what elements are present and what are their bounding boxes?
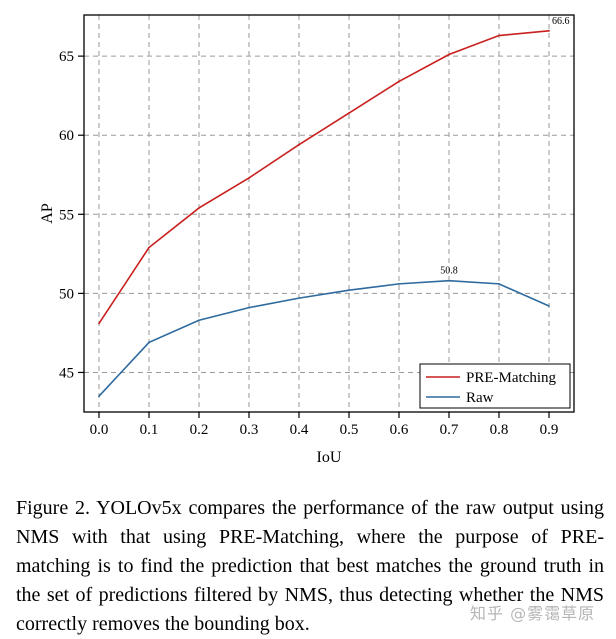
y-tick-label: 65 [59, 49, 74, 65]
plot-frame [83, 14, 575, 413]
x-tick-label: 0.6 [390, 422, 409, 438]
data-point [98, 322, 100, 325]
data-label: 50.8 [440, 266, 458, 277]
legend-entry: PRE-Matching [466, 370, 556, 386]
line-chart: 0.0 0.1 0.2 0.3 0.4 0.5 0.6 0.7 0.8 0.9 45 50 55 60 65… [39, 14, 575, 466]
data-point [398, 80, 400, 83]
x-tick-label: 0.9 [540, 422, 559, 438]
x-tick-label: 0.5 [340, 422, 359, 438]
data-point [148, 246, 150, 249]
data-point [348, 112, 350, 114]
data-label: 66.6 [552, 16, 570, 27]
series-line-pre-matching [98, 30, 550, 324]
x-axis-title: IoU [317, 449, 342, 466]
figure-caption: Figure 2. YOLOv5x compares the performanc… [16, 494, 604, 639]
data-point [298, 143, 300, 146]
x-tick-label: 0.3 [240, 422, 259, 438]
x-tick-label: 0.2 [190, 422, 209, 438]
data-point [498, 282, 500, 285]
series-line-raw [98, 279, 550, 397]
x-tick-label: 0.8 [490, 422, 509, 438]
data-point [398, 282, 400, 285]
data-point [548, 29, 550, 32]
data-point [548, 305, 550, 307]
x-tick-label: 0.0 [90, 422, 109, 438]
watermark: 知乎 @雾霭草原 [470, 604, 596, 623]
y-tick-label: 50 [59, 286, 74, 302]
data-point [348, 289, 350, 292]
caption-text: YOLOv5x compares the performance of the … [16, 497, 604, 635]
data-point [248, 306, 250, 309]
y-tick-label: 55 [59, 207, 74, 223]
data-point [298, 297, 300, 300]
data-point [148, 341, 150, 344]
y-tick-label: 60 [59, 128, 74, 144]
chart-figure: 0.0 0.1 0.2 0.3 0.4 0.5 0.6 0.7 0.8 0.9 45 50 55 60 65… [39, 14, 575, 466]
x-tick-label: 0.4 [290, 422, 309, 438]
data-point [448, 279, 450, 282]
legend-box [419, 363, 571, 409]
data-point [198, 319, 200, 322]
data-point [248, 177, 250, 179]
legend-entry: Raw [466, 390, 494, 406]
data-point [98, 395, 100, 398]
data-point [498, 34, 500, 37]
data-point [448, 53, 450, 56]
x-tick-label: 0.7 [440, 422, 459, 438]
y-tick-label: 45 [59, 365, 74, 381]
y-axis-title: AP [39, 203, 56, 224]
caption-label: Figure 2. [16, 497, 91, 519]
data-point [198, 207, 200, 209]
x-tick-label: 0.1 [140, 422, 159, 438]
